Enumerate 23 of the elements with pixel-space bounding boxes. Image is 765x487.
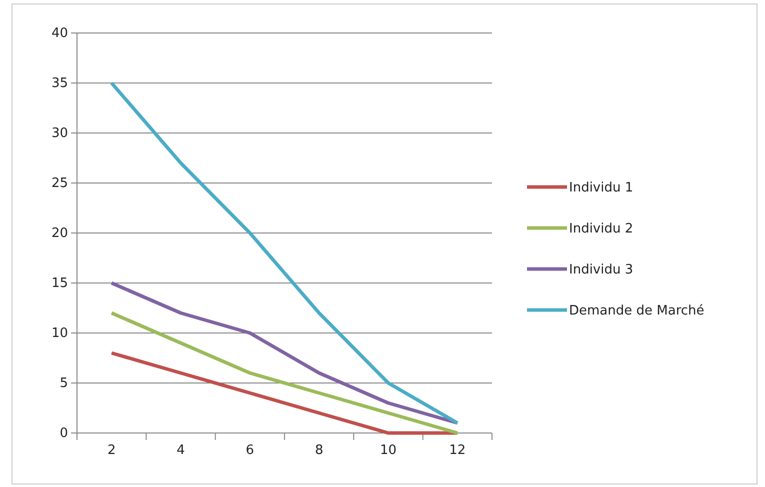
y-tick-label: 20 [51,226,68,242]
legend-label: Individu 1 [569,180,634,196]
x-tick-label: 4 [176,443,185,458]
y-tick-label: 40 [51,26,68,42]
x-tick-label: 10 [380,443,397,458]
y-tick-label: 0 [60,426,68,442]
x-tick-label: 8 [314,443,324,458]
y-tick-label: 30 [51,126,68,142]
y-tick-label: 5 [60,376,68,392]
legend-label: Individu 3 [569,262,634,278]
line-series [110,81,460,425]
x-tick-label: 6 [246,443,254,458]
y-tick-label: 10 [51,326,68,342]
legend-label: Demande de Marché [569,304,704,319]
x-tick-label: 12 [449,443,466,458]
y-tick-label: 15 [51,276,68,292]
line-series [110,311,460,435]
line-series [110,351,460,435]
legend-label: Individu 2 [569,222,634,237]
y-tick-label: 25 [51,176,68,192]
x-tick-label: 2 [107,443,116,458]
y-tick-label: 35 [51,76,68,92]
line-series [110,281,460,425]
